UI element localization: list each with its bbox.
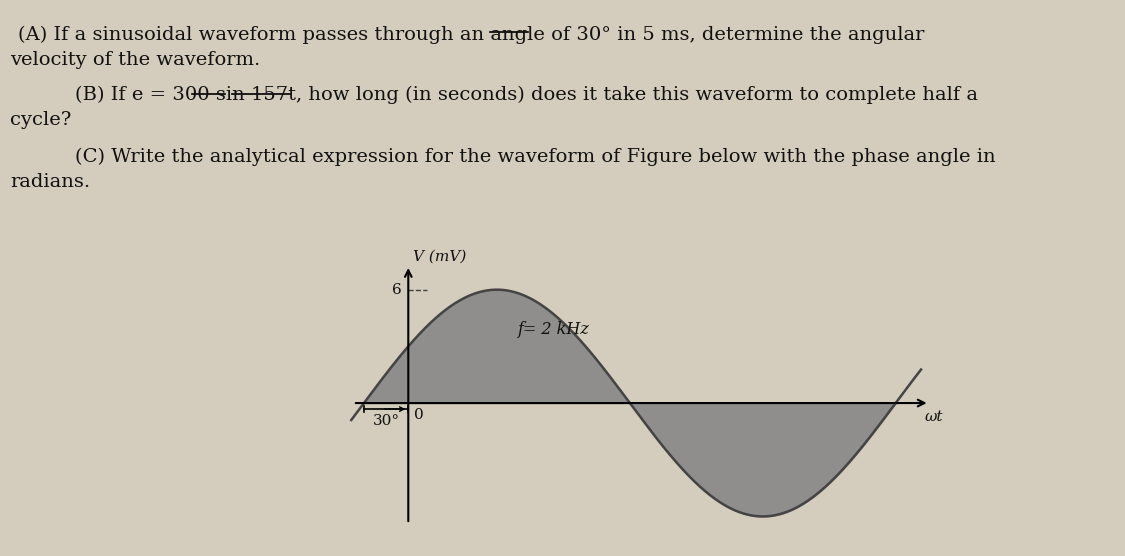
Text: 30°: 30° xyxy=(372,414,399,428)
Text: radians.: radians. xyxy=(10,173,90,191)
Text: (A) If a sinusoidal waveform passes through an angle of 30° in 5 ms, determine t: (A) If a sinusoidal waveform passes thro… xyxy=(18,26,925,44)
Text: 6: 6 xyxy=(392,282,402,297)
Text: (B) If e = 300 sin 157t, how long (in seconds) does it take this waveform to com: (B) If e = 300 sin 157t, how long (in se… xyxy=(50,86,978,105)
Text: (C) Write the analytical expression for the waveform of Figure below with the ph: (C) Write the analytical expression for … xyxy=(50,148,996,166)
Text: cycle?: cycle? xyxy=(10,111,78,129)
Text: velocity of the waveform.: velocity of the waveform. xyxy=(10,51,260,69)
Text: f= 2 kHz: f= 2 kHz xyxy=(519,321,590,338)
Text: 0: 0 xyxy=(414,408,424,422)
Text: ωt: ωt xyxy=(925,410,943,424)
Text: V (mV): V (mV) xyxy=(413,250,466,264)
